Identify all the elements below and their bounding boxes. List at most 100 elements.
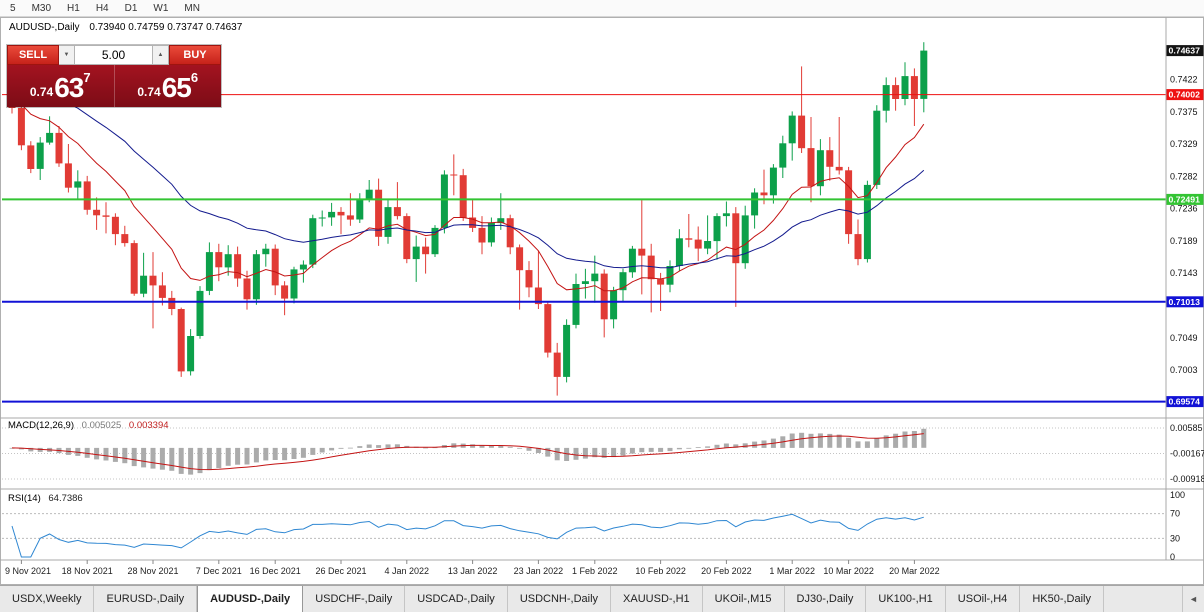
trade-controls-row: SELL ▼ 5.00 ▲ BUY: [7, 45, 221, 65]
candle: [788, 111, 796, 161]
candle: [722, 201, 730, 227]
tab-ukoil-m15[interactable]: UKOil-,M15: [703, 586, 785, 612]
svg-text:10 Feb 2022: 10 Feb 2022: [635, 566, 686, 576]
tab-audusd-daily[interactable]: AUDUSD-,Daily: [197, 586, 304, 612]
candle: [600, 269, 608, 338]
rsi-axis-label: 30: [1170, 533, 1180, 543]
candle: [694, 226, 702, 262]
candle: [271, 244, 279, 296]
timeframe-toolbar: 5 M30 H1 H4 D1 W1 MN: [0, 0, 1204, 17]
candle: [431, 225, 439, 257]
trade-prices-row: 0.74 63 7 0.74 65 6: [7, 65, 221, 107]
candle: [234, 246, 242, 287]
candle: [675, 229, 683, 272]
sell-price[interactable]: 0.74 63 7: [7, 65, 114, 107]
svg-text:0.7329: 0.7329: [1170, 139, 1198, 149]
tab-usdchf-daily[interactable]: USDCHF-,Daily: [303, 586, 406, 612]
chart-canvas[interactable]: 0.7422 0.7375 0.7329 0.7282 0.7236 0.7189 0.71…: [0, 17, 1204, 585]
svg-text:0.74637: 0.74637: [1169, 46, 1201, 56]
tab-xauusd-h1[interactable]: XAUUSD-,H1: [611, 586, 703, 612]
timeframe-button-m30[interactable]: M30: [31, 2, 52, 14]
timeframe-button-mn[interactable]: MN: [184, 2, 200, 14]
macd-signal-line: [11, 433, 924, 471]
macd-axis-label: -0.00918: [1170, 474, 1204, 484]
timeframe-button-h4[interactable]: H4: [95, 2, 109, 14]
buy-button[interactable]: BUY: [169, 45, 221, 65]
candle: [544, 302, 552, 358]
candle: [845, 166, 853, 244]
buy-price-pipette: 6: [190, 70, 199, 85]
timeframe-button-w1[interactable]: W1: [153, 2, 169, 14]
candle: [769, 164, 777, 204]
timeframe-button-h1[interactable]: H1: [67, 2, 80, 14]
svg-text:20 Mar 2022: 20 Mar 2022: [889, 566, 940, 576]
svg-text:9 Nov 2021: 9 Nov 2021: [5, 566, 51, 576]
sell-button[interactable]: SELL: [7, 45, 59, 65]
svg-text:7 Dec 2021: 7 Dec 2021: [196, 566, 242, 576]
candle: [290, 266, 298, 304]
candle: [685, 214, 693, 248]
candle: [346, 193, 354, 226]
macd-value-main: 0.005025: [81, 420, 122, 431]
candle: [55, 126, 63, 167]
tabs-scroll-left-button[interactable]: ◄: [1182, 586, 1204, 612]
candle: [243, 270, 251, 310]
svg-text:0.71013: 0.71013: [1169, 297, 1201, 307]
rsi-value: 64.7386: [48, 493, 83, 504]
candle: [168, 290, 176, 316]
candle: [469, 200, 477, 232]
candle: [798, 66, 806, 153]
price-marker-0.74637: 0.74637: [1166, 45, 1204, 57]
svg-text:16 Dec 2021: 16 Dec 2021: [250, 566, 301, 576]
chart-title: AUDUSD-,Daily 0.73940 0.74759 0.73747 0.…: [9, 22, 242, 33]
candle: [328, 202, 336, 226]
svg-text:13 Jan 2022: 13 Jan 2022: [448, 566, 498, 576]
candle: [807, 117, 815, 203]
volume-step-up[interactable]: ▲: [153, 45, 169, 65]
svg-text:18 Nov 2021: 18 Nov 2021: [62, 566, 113, 576]
svg-text:0.7003: 0.7003: [1170, 365, 1198, 375]
candle: [121, 225, 129, 247]
volume-step-down[interactable]: ▼: [59, 45, 75, 65]
rsi-axis-label: 100: [1170, 490, 1185, 500]
svg-text:0.74002: 0.74002: [1169, 90, 1201, 100]
candle: [826, 137, 834, 181]
candle: [638, 200, 646, 295]
svg-text:1 Feb 2022: 1 Feb 2022: [572, 566, 618, 576]
macd-histogram: [9, 428, 927, 475]
tab-usdx-weekly[interactable]: USDX,Weekly: [0, 586, 95, 612]
macd-value-signal: 0.003394: [128, 420, 169, 431]
tab-usdcnh-daily[interactable]: USDCNH-,Daily: [508, 586, 612, 612]
volume-input[interactable]: 5.00: [75, 45, 153, 65]
chart-symbol: AUDUSD-,Daily: [9, 22, 80, 33]
candle: [36, 137, 44, 180]
candle: [74, 170, 82, 200]
candle: [318, 210, 326, 227]
candle: [910, 68, 918, 126]
time-axis-labels: 9 Nov 2021 18 Nov 2021 28 Nov 2021 7 Dec 20…: [5, 560, 940, 576]
tab-dj30-daily[interactable]: DJ30-,Daily: [785, 586, 867, 612]
timeframe-button-d1[interactable]: D1: [124, 2, 138, 14]
tab-hk50-daily[interactable]: HK50-,Daily: [1020, 586, 1104, 612]
buy-price[interactable]: 0.74 65 6: [113, 65, 222, 107]
candle: [751, 188, 759, 229]
chart-window: 0.7422 0.7375 0.7329 0.7282 0.7236 0.7189 0.71…: [0, 17, 1204, 585]
candle: [205, 242, 213, 296]
tab-usoil-h4[interactable]: USOil-,H4: [946, 586, 1021, 612]
svg-text:26 Dec 2021: 26 Dec 2021: [315, 566, 366, 576]
tab-uk100-h1[interactable]: UK100-,H1: [866, 586, 946, 612]
candle: [619, 268, 627, 302]
candle: [403, 213, 411, 264]
chart-tabs: USDX,Weekly EURUSD-,Daily AUDUSD-,Daily USD…: [0, 585, 1204, 612]
candle: [111, 213, 119, 246]
tab-eurusd-daily[interactable]: EURUSD-,Daily: [94, 586, 198, 612]
candle: [393, 182, 401, 220]
tab-usdcad-daily[interactable]: USDCAD-,Daily: [405, 586, 508, 612]
rsi-axis-label: 0: [1170, 552, 1175, 562]
timeframe-button-5[interactable]: 5: [10, 2, 16, 14]
candle: [83, 175, 91, 215]
price-marker-0.72491: 0.72491: [1166, 193, 1204, 205]
candle: [337, 207, 345, 235]
candle: [854, 219, 862, 266]
svg-text:0.72491: 0.72491: [1169, 194, 1201, 204]
